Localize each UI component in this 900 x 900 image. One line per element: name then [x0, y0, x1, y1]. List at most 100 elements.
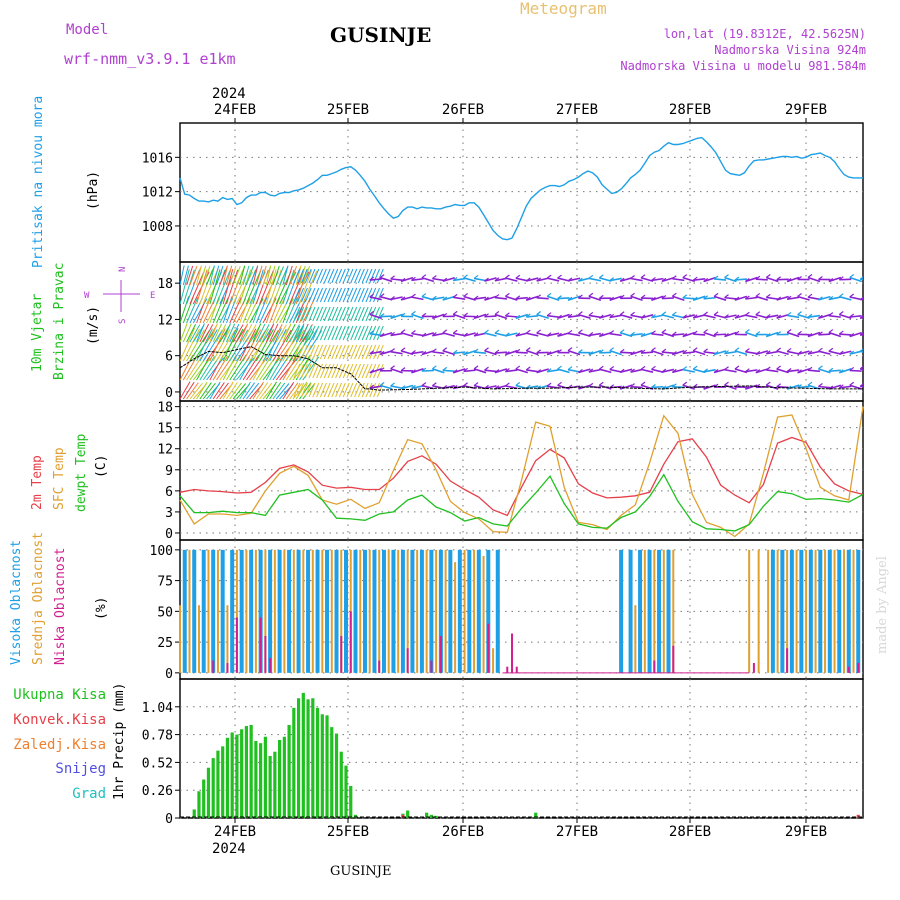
wind-arrow — [319, 363, 327, 379]
panel-frame-2 — [179, 400, 864, 541]
wind-arrow — [776, 385, 789, 389]
page-title: GUSINJE — [330, 23, 431, 47]
wind-arrow-head — [651, 365, 656, 370]
high-cloud-bar — [287, 549, 292, 673]
wind-arrow-head — [452, 293, 458, 298]
wind-arrow-head — [703, 311, 708, 316]
wind-arrow — [361, 344, 369, 360]
bottom-day-label: 26FEB — [442, 824, 484, 840]
wind-arrow-head — [588, 351, 594, 356]
low-cloud-bar — [653, 660, 656, 673]
wind-arrow — [242, 329, 262, 362]
wind-arrow — [316, 382, 324, 398]
wind-arrow — [192, 266, 202, 286]
wind-arrow — [295, 265, 302, 286]
wind-arrow — [630, 295, 643, 302]
wind-arrow — [619, 384, 633, 390]
total-rain-bar — [320, 714, 324, 818]
wind-arrow-head — [484, 384, 489, 389]
low-cloud-bar — [212, 660, 215, 673]
wind-arrow — [275, 357, 294, 381]
wind-arrow — [202, 270, 218, 305]
high-cloud-bar — [476, 549, 481, 673]
wind-arrow — [473, 351, 487, 354]
wind-arrow — [308, 325, 316, 341]
wind-arrow — [192, 298, 208, 324]
wind-arrow — [745, 350, 758, 355]
wind-arrow — [787, 369, 800, 373]
wind-arrow — [786, 276, 800, 283]
wind-arrow — [546, 349, 560, 356]
wind-arrow — [734, 350, 748, 356]
wind-arrow — [308, 344, 316, 360]
mid-cloud-bar — [463, 549, 466, 673]
wind-arrow — [327, 287, 335, 303]
wind-arrow-head — [849, 381, 855, 386]
wind-arrow — [442, 276, 455, 283]
wind-arrow-head — [786, 385, 792, 390]
wind-arrow — [828, 276, 842, 283]
wind-arrow-head — [369, 350, 375, 355]
wind-arrow-head — [776, 365, 782, 370]
wind-arrow — [196, 269, 208, 305]
wind-arrow-head — [390, 314, 395, 319]
wind-arrow-head — [494, 310, 500, 315]
wind-arrow — [640, 276, 654, 283]
wind-arrow — [180, 323, 188, 343]
wind-arrow-head — [651, 314, 656, 319]
wind-arrow — [265, 381, 277, 400]
wind-arrow-head — [661, 368, 667, 373]
wind-arrow-head — [724, 274, 729, 279]
wind-arrow-head — [369, 369, 375, 374]
wind-arrow-head — [640, 294, 646, 299]
wind-arrow-head — [400, 385, 406, 390]
wind-arrow-head — [411, 293, 416, 298]
wind-arrow — [216, 297, 229, 324]
wind-arrow — [199, 296, 212, 324]
top-day-label: 28FEB — [669, 102, 711, 118]
wind-arrow — [797, 350, 810, 355]
y-tick-label: 1016 — [142, 151, 173, 166]
wind-arrow — [786, 314, 800, 319]
wind-arrow-head — [567, 313, 573, 318]
wind-arrow — [484, 315, 497, 318]
total-rain-bar — [240, 729, 244, 818]
wind-arrow — [212, 328, 231, 362]
wind-arrow-head — [421, 367, 427, 372]
wind-arrow — [357, 363, 365, 379]
wind-arrow-head — [776, 383, 782, 388]
wind-arrow-head — [786, 367, 792, 372]
wind-arrow — [745, 296, 758, 300]
wind-arrow — [682, 276, 696, 283]
wind-arrow — [239, 323, 249, 343]
mid-cloud-bar — [492, 648, 495, 673]
high-cloud-bar — [182, 549, 187, 673]
wind-arrow — [724, 350, 737, 355]
high-cloud-bar — [638, 549, 643, 673]
wind-arrow — [242, 265, 250, 286]
wind-arrow — [279, 266, 289, 286]
wind-arrow — [724, 368, 737, 373]
wind-arrow — [411, 350, 424, 355]
wind-arrow — [319, 344, 327, 360]
wind-arrow-head — [859, 276, 863, 280]
wind-arrow — [199, 329, 218, 362]
wind-arrow-head — [859, 348, 863, 352]
wind-arrow-head — [442, 313, 448, 317]
wind-arrow — [369, 296, 382, 301]
wind-arrow-head — [505, 382, 510, 387]
wind-arrow — [319, 382, 327, 398]
wind-arrow — [505, 349, 518, 356]
wind-arrow — [299, 296, 311, 324]
wind-arrow — [421, 295, 435, 301]
high-cloud-bar — [362, 549, 367, 673]
wind-arrow — [745, 276, 758, 283]
wind-arrow-head — [442, 366, 448, 371]
wind-arrow-head — [588, 382, 594, 387]
high-cloud-bar — [818, 549, 823, 673]
wind-arrow-head — [797, 384, 802, 389]
wind-arrow-head — [379, 381, 385, 386]
wind-ylabel-1: 10m Vjetar — [30, 294, 45, 372]
wind-arrow — [588, 349, 602, 356]
mid-cloud-bar — [662, 549, 665, 673]
